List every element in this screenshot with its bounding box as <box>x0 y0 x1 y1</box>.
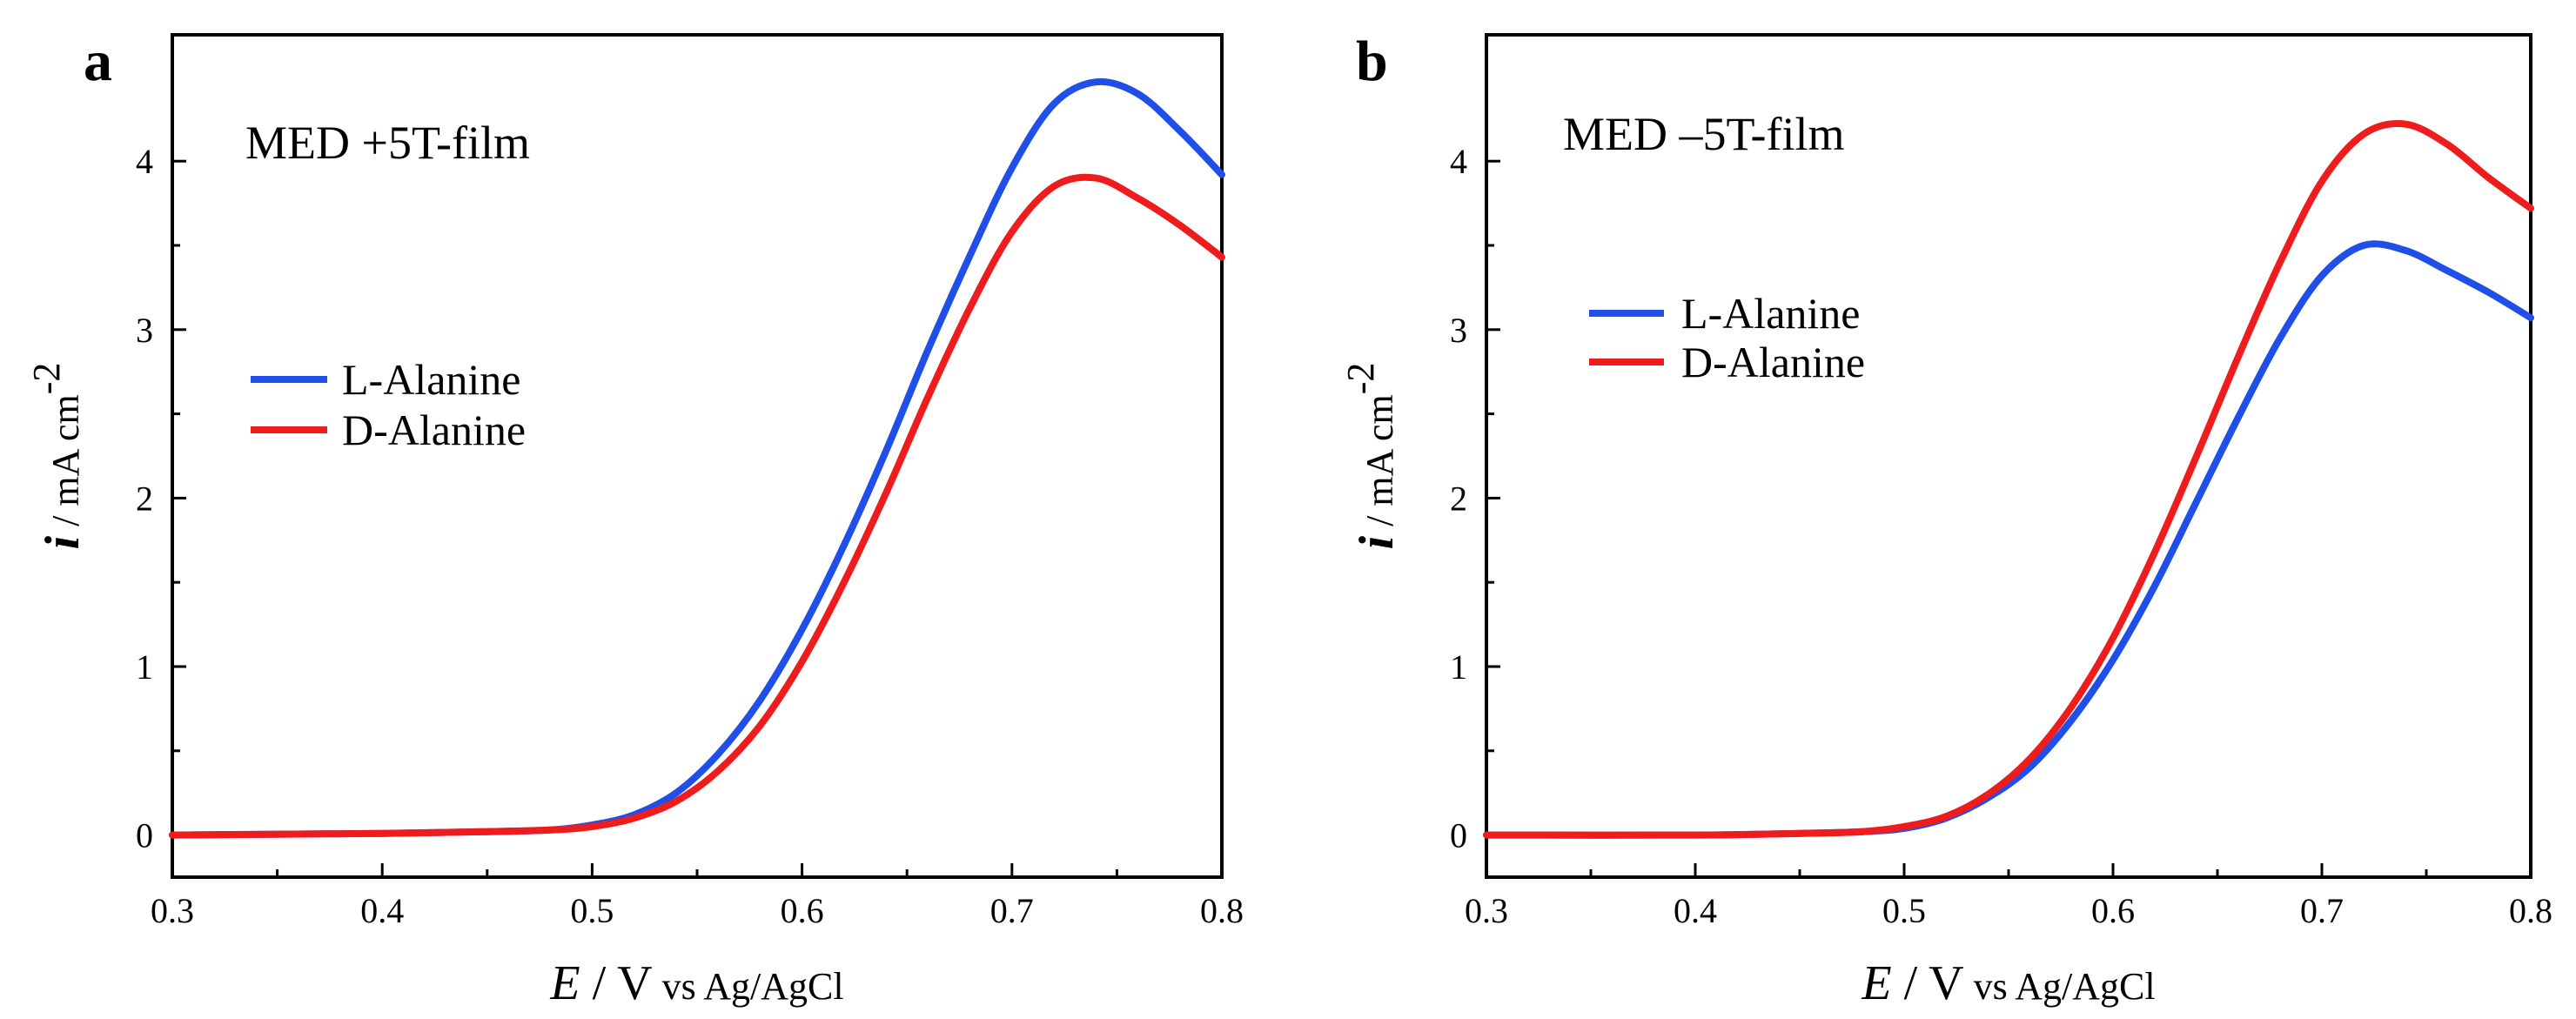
panel-title: MED +5T-film <box>245 117 530 169</box>
x-tick-label: 0.4 <box>1674 891 1717 930</box>
x-tick-label: 0.5 <box>1882 891 1926 930</box>
x-axis-label: E / V vs Ag/AgCl <box>549 956 843 1010</box>
y-tick-label: 1 <box>136 647 153 687</box>
y-tick-label: 3 <box>1450 311 1467 350</box>
legend-label-l-alanine: L-Alanine <box>1681 289 1860 338</box>
x-tick-label: 0.7 <box>2300 891 2344 930</box>
y-tick-label: 0 <box>1450 816 1467 855</box>
legend-label-d-alanine: D-Alanine <box>342 406 526 454</box>
series-line-d-alanine <box>1483 120 2534 839</box>
x-axis-ref: vs Ag/AgCl <box>653 965 844 1008</box>
legend-label-d-alanine: D-Alanine <box>1681 338 1865 386</box>
x-axis-var: E <box>1861 956 1891 1010</box>
y-tick-label: 4 <box>136 142 153 181</box>
x-tick-label: 0.3 <box>1465 891 1508 930</box>
panel-letter: b <box>1356 30 1388 93</box>
series-line-l-alanine <box>1483 240 2534 839</box>
x-tick-label: 0.6 <box>781 891 824 930</box>
y-axis-exponent: -2 <box>25 363 68 395</box>
series-line-l-alanine <box>169 77 1225 839</box>
x-tick-label: 0.4 <box>360 891 404 930</box>
y-axis-unit: / mA cm <box>1358 394 1401 536</box>
plot-frame <box>1485 33 2532 879</box>
y-tick-label: 4 <box>1450 142 1467 181</box>
x-axis-unit: / V <box>580 956 653 1010</box>
legend-label-l-alanine: L-Alanine <box>342 355 520 404</box>
y-tick-label: 1 <box>1450 647 1467 687</box>
y-axis-var: i <box>36 535 90 549</box>
x-axis-ref: vs Ag/AgCl <box>1964 965 2156 1008</box>
chart-panel-b: 0.3 0.4 0.5 0.6 0.7 0.8 0 1 2 3 4 L-AlanineD-Alanin… <box>1339 30 2553 1010</box>
x-tick-label: 0.7 <box>990 891 1034 930</box>
y-tick-label: 2 <box>136 479 153 518</box>
y-tick-label: 3 <box>136 311 153 350</box>
x-tick-label: 0.8 <box>2509 891 2553 930</box>
y-axis-exponent: -2 <box>1339 363 1382 395</box>
series-line-d-alanine <box>169 173 1225 839</box>
x-tick-label: 0.5 <box>570 891 614 930</box>
y-axis-var: i <box>1350 535 1404 549</box>
x-axis-unit: / V <box>1892 956 1964 1010</box>
y-tick-label: 0 <box>136 816 153 855</box>
x-tick-label: 0.6 <box>2091 891 2135 930</box>
x-axis-label: E / V vs Ag/AgCl <box>1861 956 2155 1010</box>
x-tick-label: 0.3 <box>151 891 194 930</box>
panel-title: MED –5T-film <box>1563 108 1845 160</box>
panel-letter: a <box>84 30 112 93</box>
y-axis-label: i / mA cm-2 <box>1339 363 1404 550</box>
chart-panel-a: 0.3 0.4 0.5 0.6 0.7 0.8 0 1 2 3 4 L-AlanineD-Alanin… <box>25 30 1244 1010</box>
y-tick-label: 2 <box>1450 479 1467 518</box>
y-axis-unit: / mA cm <box>44 394 87 536</box>
x-axis-var: E <box>549 956 580 1010</box>
x-tick-label: 0.8 <box>1200 891 1244 930</box>
y-axis-label: i / mA cm-2 <box>25 363 90 550</box>
